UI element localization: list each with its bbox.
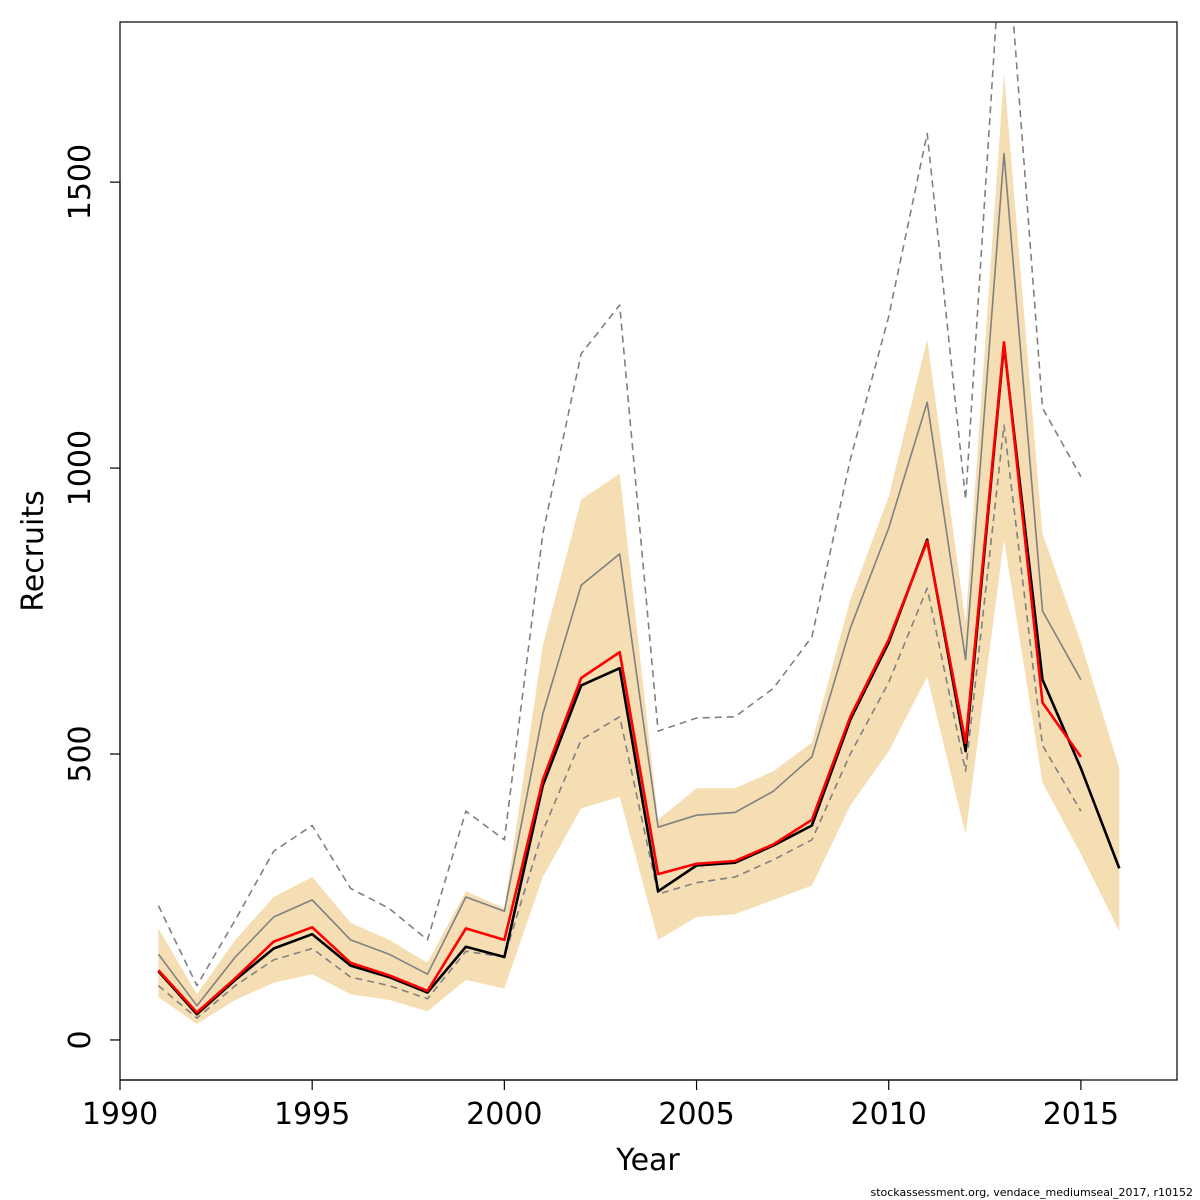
x-tick-label: 1995 bbox=[274, 1097, 350, 1132]
y-tick-label: 500 bbox=[63, 725, 98, 782]
plot-layer bbox=[157, 22, 1121, 1024]
series-line-2 bbox=[157, 152, 1082, 1007]
x-tick-label: 2010 bbox=[851, 1097, 927, 1132]
y-tick-label: 1500 bbox=[63, 144, 98, 220]
y-tick-label: 0 bbox=[63, 1030, 98, 1049]
y-tick-label: 1000 bbox=[63, 430, 98, 506]
x-tick-label: 2015 bbox=[1043, 1097, 1119, 1132]
confidence-band bbox=[158, 73, 1120, 1024]
x-tick-label: 2005 bbox=[658, 1097, 734, 1132]
x-tick-label: 2000 bbox=[466, 1097, 542, 1132]
axes-layer: 1990 1995 2000 2005 2010 2015 0 500 1000 1500 bbox=[63, 144, 1119, 1132]
y-axis-title: Recruits bbox=[16, 490, 51, 612]
credit-text: stockassessment.org, vendace_mediumseal_… bbox=[870, 1186, 1193, 1199]
series-line-3 bbox=[157, 22, 1082, 987]
series-line-1 bbox=[157, 340, 1082, 1014]
x-tick-label: 1990 bbox=[82, 1097, 158, 1132]
series-line-4 bbox=[157, 424, 1082, 1020]
x-axis-title: Year bbox=[615, 1143, 680, 1178]
